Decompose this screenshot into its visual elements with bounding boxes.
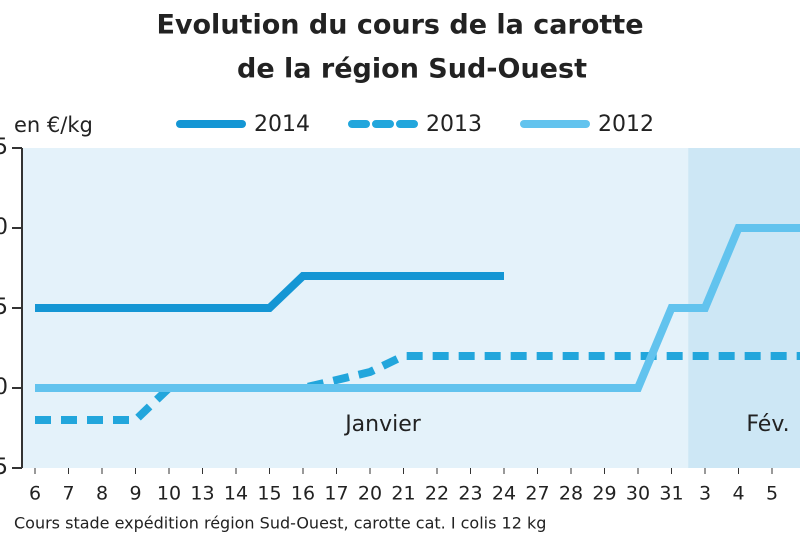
x-tick-label: 30 [626, 483, 650, 505]
x-tick-label: 20 [358, 483, 382, 505]
legend-label: 2013 [426, 112, 482, 137]
series-line [35, 352, 800, 424]
x-tick-label: 22 [425, 483, 449, 505]
legend-label: 2014 [254, 112, 310, 137]
x-tick-label: 6 [29, 483, 41, 505]
chart-title: Evolution du cours de la carotte [156, 10, 643, 41]
x-tick-label: 13 [190, 483, 214, 505]
x-tick-label: 24 [492, 483, 516, 505]
x-tick-label: 31 [659, 483, 683, 505]
x-tick-label: 23 [458, 483, 482, 505]
x-tick-label: 8 [96, 483, 108, 505]
series-line [35, 224, 800, 392]
x-tick-label: 29 [592, 483, 616, 505]
x-tick-label: 15 [257, 483, 281, 505]
month-label: Janvier [343, 412, 422, 437]
series-line [35, 272, 504, 312]
x-tick-label: 5 [766, 483, 778, 505]
month-label: Fév. [746, 412, 789, 437]
x-tick-label: 27 [525, 483, 549, 505]
y-tick-label: 0,35 [0, 455, 8, 480]
x-tick-label: 16 [291, 483, 315, 505]
x-tick-label: 10 [157, 483, 181, 505]
y-tick-label: 0,55 [0, 135, 8, 160]
y-tick-label: 0,45 [0, 295, 8, 320]
x-tick-label: 28 [559, 483, 583, 505]
x-tick-label: 9 [129, 483, 141, 505]
x-tick-label: 4 [732, 483, 744, 505]
footnote: Cours stade expédition région Sud-Ouest,… [14, 514, 546, 533]
x-tick-label: 7 [62, 483, 74, 505]
x-tick-label: 17 [324, 483, 348, 505]
x-tick-label: 3 [699, 483, 711, 505]
y-axis-label: en €/kg [14, 113, 93, 137]
x-tick-label: 21 [391, 483, 415, 505]
y-tick-label: 0,40 [0, 375, 8, 400]
y-tick-label: 0,50 [0, 215, 8, 240]
legend-label: 2012 [598, 112, 654, 137]
x-tick-label: 14 [224, 483, 248, 505]
chart-subtitle: de la région Sud-Ouest [237, 54, 587, 85]
